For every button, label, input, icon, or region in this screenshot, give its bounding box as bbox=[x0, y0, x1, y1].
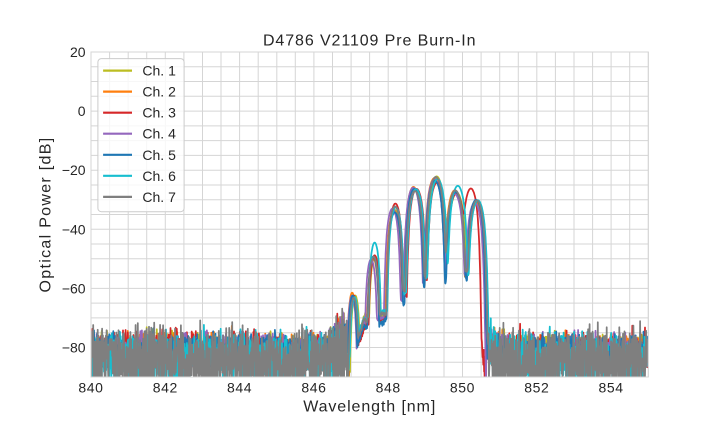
svg-text:−40: −40 bbox=[62, 221, 86, 237]
svg-text:846: 846 bbox=[301, 379, 326, 395]
svg-text:854: 854 bbox=[599, 379, 624, 395]
svg-text:−20: −20 bbox=[62, 162, 86, 178]
svg-text:Optical Power [dB]: Optical Power [dB] bbox=[37, 137, 54, 293]
svg-text:842: 842 bbox=[153, 379, 178, 395]
svg-text:−60: −60 bbox=[62, 280, 86, 296]
svg-text:850: 850 bbox=[450, 379, 475, 395]
svg-text:Ch. 3: Ch. 3 bbox=[142, 105, 176, 121]
svg-text:−80: −80 bbox=[62, 340, 86, 356]
svg-text:Wavelength [nm]: Wavelength [nm] bbox=[303, 398, 436, 415]
svg-text:852: 852 bbox=[524, 379, 549, 395]
svg-text:Ch. 5: Ch. 5 bbox=[142, 147, 176, 163]
svg-text:844: 844 bbox=[227, 379, 252, 395]
svg-text:Ch. 6: Ch. 6 bbox=[142, 168, 176, 184]
svg-text:Ch. 2: Ch. 2 bbox=[142, 84, 176, 100]
svg-text:Ch. 1: Ch. 1 bbox=[142, 63, 176, 79]
svg-text:848: 848 bbox=[376, 379, 401, 395]
svg-text:840: 840 bbox=[78, 379, 103, 395]
svg-text:20: 20 bbox=[70, 44, 86, 60]
svg-text:D4786 V21109 Pre Burn-In: D4786 V21109 Pre Burn-In bbox=[263, 33, 476, 50]
svg-text:Ch. 7: Ch. 7 bbox=[142, 189, 176, 205]
svg-text:0: 0 bbox=[78, 103, 86, 119]
svg-text:Ch. 4: Ch. 4 bbox=[142, 126, 176, 142]
